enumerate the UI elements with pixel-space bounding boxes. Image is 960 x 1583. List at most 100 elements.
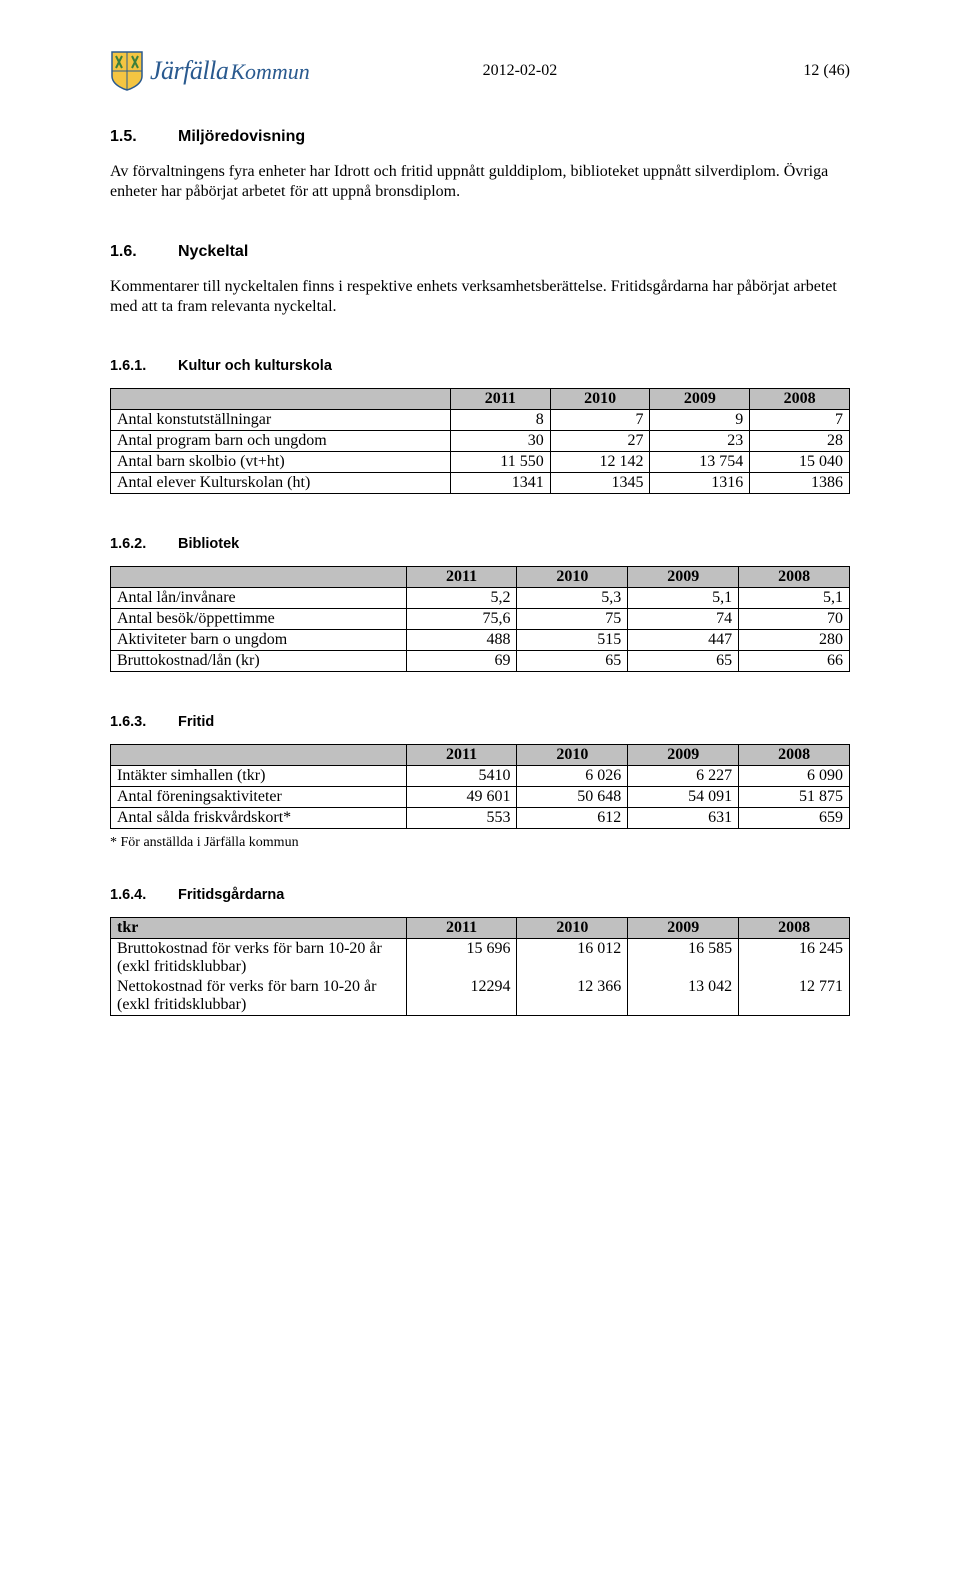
paragraph: Av förvaltningens fyra enheter har Idrot… (110, 162, 850, 201)
cell-value: 75,6 (406, 609, 517, 630)
table-row: Antal konstutställningar8797 (111, 410, 850, 431)
section-heading-1-6: 1.6. Nyckeltal (110, 243, 850, 261)
section-number: 1.5. (110, 128, 178, 146)
cell-value: 1386 (750, 473, 850, 494)
cell-value: 65 (517, 651, 628, 672)
cell-value: 27 (550, 431, 650, 452)
table-header-year: 2010 (550, 389, 650, 410)
cell-value: 54 091 (628, 787, 739, 808)
subsection-number: 1.6.3. (110, 714, 178, 730)
cell-value: 6 227 (628, 766, 739, 787)
row-label: Antal lån/invånare (111, 588, 407, 609)
cell-value: 28 (750, 431, 850, 452)
cell-value: 23 (650, 431, 750, 452)
subsection-title: Bibliotek (178, 536, 239, 552)
subsection-number: 1.6.2. (110, 536, 178, 552)
table-row: Bruttokostnad/lån (kr)69656566 (111, 651, 850, 672)
table-header-year: 2011 (406, 567, 517, 588)
cell-value: 553 (406, 808, 517, 829)
table-bibliotek: 2011201020092008Antal lån/invånare5,25,3… (110, 566, 850, 672)
subsection-number: 1.6.4. (110, 887, 178, 903)
table-row: Antal lån/invånare5,25,35,15,1 (111, 588, 850, 609)
section-title: Nyckeltal (178, 243, 248, 261)
table-fritid: 2011201020092008Intäkter simhallen (tkr)… (110, 744, 850, 829)
row-label: Intäkter simhallen (tkr) (111, 766, 407, 787)
paragraph: Kommentarer till nyckeltalen finns i res… (110, 277, 850, 316)
row-label: Antal sålda friskvårdskort* (111, 808, 407, 829)
table-row: Bruttokostnad för verks för barn 10-20 å… (111, 939, 850, 978)
cell-value: 74 (628, 609, 739, 630)
table-header-year: 2010 (517, 567, 628, 588)
page-header: Järfälla Kommun 2012-02-02 12 (46) (110, 50, 850, 92)
cell-value: 12294 (406, 977, 517, 1016)
cell-value: 12 142 (550, 452, 650, 473)
cell-value: 13 042 (628, 977, 739, 1016)
table-header-year: 2009 (628, 918, 739, 939)
table-header-year: 2011 (406, 745, 517, 766)
table-row: Aktiviteter barn o ungdom488515447280 (111, 630, 850, 651)
cell-value: 9 (650, 410, 750, 431)
header-page-number: 12 (46) (760, 62, 850, 80)
cell-value: 7 (750, 410, 850, 431)
cell-value: 631 (628, 808, 739, 829)
cell-value: 16 245 (739, 939, 850, 978)
cell-value: 11 550 (450, 452, 550, 473)
table-header-year: 2008 (739, 918, 850, 939)
table-row: Intäkter simhallen (tkr)54106 0266 2276 … (111, 766, 850, 787)
table-header-year: 2009 (650, 389, 750, 410)
cell-value: 15 696 (406, 939, 517, 978)
row-label: Antal elever Kulturskolan (ht) (111, 473, 451, 494)
row-label: Antal besök/öppettimme (111, 609, 407, 630)
page: Järfälla Kommun 2012-02-02 12 (46) 1.5. … (0, 0, 960, 1082)
table-header-year: 2011 (406, 918, 517, 939)
table-row: Nettokostnad för verks för barn 10-20 år… (111, 977, 850, 1016)
cell-value: 5410 (406, 766, 517, 787)
subsection-heading-1-6-1: 1.6.1. Kultur och kulturskola (110, 358, 850, 374)
row-label: Aktiviteter barn o ungdom (111, 630, 407, 651)
brand-name-part1: Järfälla (150, 56, 228, 86)
cell-value: 5,1 (628, 588, 739, 609)
table-header-year: 2008 (750, 389, 850, 410)
section-heading-1-5: 1.5. Miljöredovisning (110, 128, 850, 146)
row-label: Bruttokostnad för verks för barn 10-20 å… (111, 939, 407, 978)
cell-value: 51 875 (739, 787, 850, 808)
cell-value: 65 (628, 651, 739, 672)
table-header-year: 2009 (628, 567, 739, 588)
table-row: Antal besök/öppettimme75,6757470 (111, 609, 850, 630)
cell-value: 49 601 (406, 787, 517, 808)
cell-value: 5,3 (517, 588, 628, 609)
cell-value: 1341 (450, 473, 550, 494)
cell-value: 447 (628, 630, 739, 651)
table-header-label (111, 567, 407, 588)
cell-value: 488 (406, 630, 517, 651)
cell-value: 5,1 (739, 588, 850, 609)
table-row: Antal sålda friskvårdskort*553612631659 (111, 808, 850, 829)
subsection-heading-1-6-3: 1.6.3. Fritid (110, 714, 850, 730)
row-label: Nettokostnad för verks för barn 10-20 år… (111, 977, 407, 1016)
row-label: Antal konstutställningar (111, 410, 451, 431)
subsection-title: Fritid (178, 714, 214, 730)
cell-value: 5,2 (406, 588, 517, 609)
table-header-year: 2011 (450, 389, 550, 410)
subsection-heading-1-6-4: 1.6.4. Fritidsgårdarna (110, 887, 850, 903)
cell-value: 66 (739, 651, 850, 672)
table-header-year: 2008 (739, 745, 850, 766)
footnote-fritid: * För anställda i Järfälla kommun (110, 835, 850, 851)
table-row: Antal elever Kulturskolan (ht)1341134513… (111, 473, 850, 494)
table-row: Antal föreningsaktiviteter49 60150 64854… (111, 787, 850, 808)
cell-value: 6 026 (517, 766, 628, 787)
row-label: Antal program barn och ungdom (111, 431, 451, 452)
table-row: Antal barn skolbio (vt+ht)11 55012 14213… (111, 452, 850, 473)
cell-value: 12 366 (517, 977, 628, 1016)
cell-value: 50 648 (517, 787, 628, 808)
table-header-label: tkr (111, 918, 407, 939)
table-header-year: 2008 (739, 567, 850, 588)
section-number: 1.6. (110, 243, 178, 261)
cell-value: 280 (739, 630, 850, 651)
subsection-title: Fritidsgårdarna (178, 887, 284, 903)
crest-icon (110, 50, 144, 92)
cell-value: 7 (550, 410, 650, 431)
cell-value: 659 (739, 808, 850, 829)
table-header-label (111, 745, 407, 766)
row-label: Bruttokostnad/lån (kr) (111, 651, 407, 672)
